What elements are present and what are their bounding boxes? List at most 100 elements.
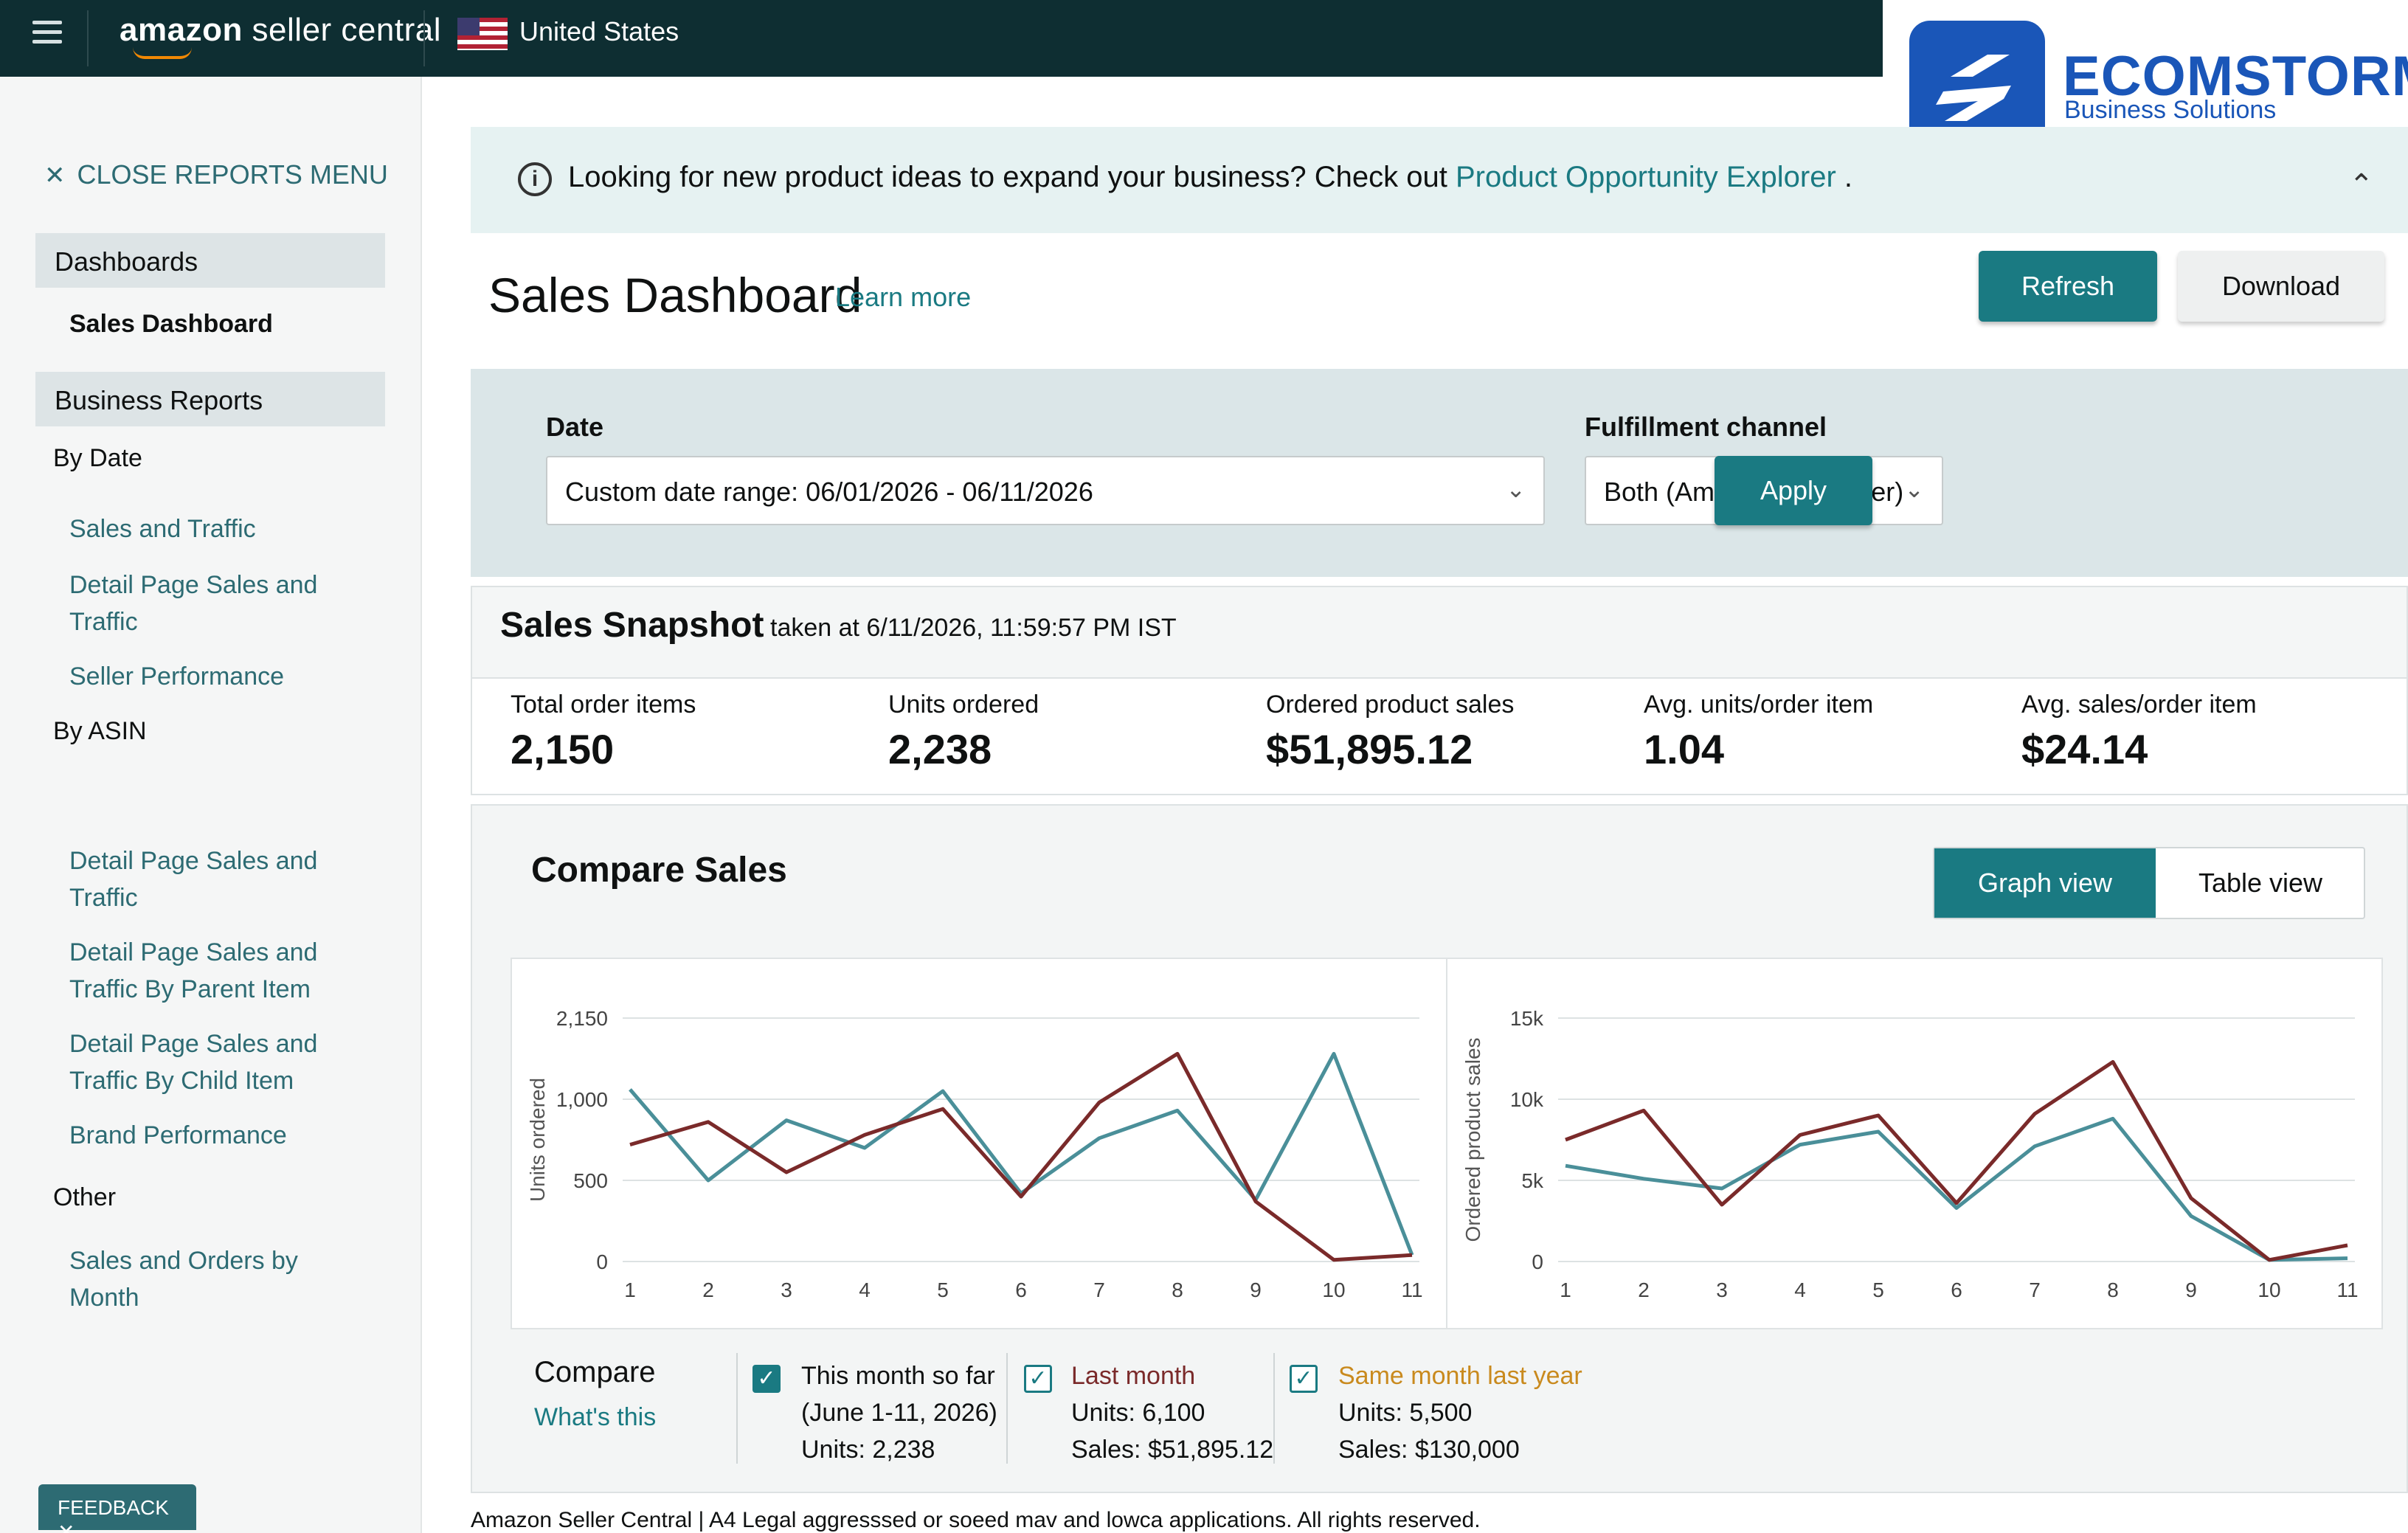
marketplace-selector[interactable]: United States: [519, 16, 679, 46]
sidebar-heading-by-date: By Date: [53, 444, 142, 472]
whats-this-link[interactable]: What's this: [534, 1403, 657, 1431]
y-tick-label: 5k: [1521, 1169, 1544, 1192]
compare-sales-title: Compare Sales: [531, 851, 787, 890]
graph-view-tab[interactable]: Graph view: [1934, 848, 2156, 918]
sidebar-section-business-reports[interactable]: Business Reports: [35, 372, 385, 426]
y-tick-label: 1,000: [556, 1088, 608, 1111]
metric-avg-units-per-order: Avg. units/order item 1.04: [1644, 691, 1874, 772]
footer-text: Amazon Seller Central | A4 Legal aggress…: [471, 1508, 1481, 1532]
download-button[interactable]: Download: [2178, 251, 2384, 322]
sidebar-item-asin-detail-page[interactable]: Detail Page Sales and Traffic: [69, 847, 318, 912]
amazon-smile-icon: [133, 47, 192, 59]
product-opportunity-explorer-link[interactable]: Product Opportunity Explorer: [1455, 161, 1836, 193]
close-icon: ✕: [44, 162, 66, 190]
units-ordered-chart: 0 500 1,000 2,150 1 2 3 4 5 6 7 8 9 10 11 Units ordered: [511, 958, 1447, 1329]
series-line-this-month: [1565, 1116, 2348, 1262]
metric-units-ordered: Units ordered 2,238: [888, 691, 1039, 772]
chevron-down-icon: ⌄: [1506, 476, 1526, 502]
date-range-select[interactable]: Custom date range: 06/01/2026 - 06/11/20…: [546, 456, 1545, 525]
x-tick-label: 3: [1716, 1278, 1728, 1301]
x-tick-label: 10: [1322, 1278, 1345, 1301]
x-tick-label: 6: [1015, 1278, 1027, 1301]
refresh-button[interactable]: Refresh: [1979, 251, 2157, 322]
hamburger-menu-icon[interactable]: [32, 21, 62, 50]
brand-name: ECOMSTORM: [2063, 45, 2408, 108]
legend-this-month: This month so far (June 1-11, 2026) Unit…: [801, 1362, 997, 1464]
learn-more-link[interactable]: Learn more: [835, 282, 972, 312]
sidebar-item-seller-performance[interactable]: Seller Performance: [69, 662, 285, 691]
sidebar-item-sales-and-traffic[interactable]: Sales and Traffic: [69, 515, 256, 543]
x-tick-label: 9: [2185, 1278, 2197, 1301]
sidebar-section-dashboards[interactable]: Dashboards: [35, 233, 385, 288]
chevron-up-icon[interactable]: ⌃: [2349, 169, 2374, 201]
x-tick-label: 4: [1794, 1278, 1806, 1301]
sidebar-item-sales-orders-by-month[interactable]: Sales and Orders by Month: [69, 1247, 298, 1312]
feedback-button[interactable]: FEEDBACK ✕: [38, 1484, 196, 1533]
view-toggle: Graph view Table view: [1933, 847, 2365, 919]
divider: [1006, 1353, 1008, 1464]
snapshot-title: Sales Snapshot: [500, 606, 764, 645]
last-month-checkbox[interactable]: ✓: [1024, 1365, 1052, 1393]
legend-last-month: Last month Units: 6,100 Sales: $51,895.1…: [1071, 1362, 1274, 1464]
info-banner: i Looking for new product ideas to expan…: [471, 127, 2408, 233]
y-axis-label: Ordered product sales: [1461, 1037, 1484, 1242]
divider: [423, 10, 425, 66]
x-tick-label: 8: [1172, 1278, 1183, 1301]
reports-sidebar: ✕ CLOSE REPORTS MENU Dashboards Sales Das…: [0, 77, 422, 1533]
chevron-down-icon: ⌄: [1904, 476, 1924, 502]
x-tick-label: 1: [1560, 1278, 1571, 1301]
x-tick-label: 9: [1250, 1278, 1262, 1301]
y-tick-label: 10k: [1510, 1088, 1544, 1111]
sidebar-item-sales-dashboard[interactable]: Sales Dashboard: [69, 310, 273, 338]
sales-snapshot: Sales Snapshot taken at 6/11/2026, 11:59…: [471, 586, 2408, 795]
sidebar-item-detail-page-sales-traffic[interactable]: Detail Page Sales and Traffic: [69, 571, 318, 636]
y-tick-label: 0: [596, 1250, 608, 1273]
sidebar-item-detail-by-parent[interactable]: Detail Page Sales and Traffic By Parent I…: [69, 938, 318, 1003]
x-tick-label: 1: [624, 1278, 636, 1301]
table-view-tab[interactable]: Table view: [2198, 868, 2323, 898]
x-tick-label: 5: [1872, 1278, 1884, 1301]
sidebar-item-brand-performance[interactable]: Brand Performance: [69, 1121, 287, 1149]
x-tick-label: 2: [702, 1278, 714, 1301]
x-tick-label: 7: [1093, 1278, 1105, 1301]
divider: [736, 1353, 738, 1464]
snapshot-header: Sales Snapshot taken at 6/11/2026, 11:59…: [472, 587, 2407, 679]
divider: [87, 10, 89, 66]
series-line-last-month: [629, 1051, 1413, 1262]
x-tick-label: 11: [1401, 1278, 1422, 1301]
metric-ordered-product-sales: Ordered product sales $51,895.12: [1266, 691, 1515, 772]
close-icon[interactable]: ✕: [58, 1520, 75, 1533]
page-title: Sales Dashboard: [488, 268, 862, 322]
fulfillment-channel-label: Fulfillment channel: [1585, 412, 1827, 442]
sidebar-heading-by-asin: By ASIN: [53, 717, 147, 745]
seller-central-logo[interactable]: amazon seller central: [120, 12, 441, 48]
legend-compare-label: Compare: [534, 1356, 656, 1388]
x-tick-label: 7: [2029, 1278, 2041, 1301]
legend-same-month-last-year: Same month last year Units: 5,500 Sales:…: [1338, 1362, 1582, 1464]
close-reports-menu-button[interactable]: ✕ CLOSE REPORTS MENU: [44, 159, 388, 190]
y-tick-label: 15k: [1510, 1007, 1544, 1030]
x-tick-label: 4: [859, 1278, 871, 1301]
ordered-product-sales-chart-svg: 0 5k 10k 15k 1 2 3 4 5 6 7 8 9 10 11 Ordered product sa…: [1461, 1007, 2359, 1301]
x-tick-label: 11: [2336, 1278, 2358, 1301]
y-tick-label: 0: [1532, 1250, 1543, 1273]
x-tick-label: 5: [937, 1278, 949, 1301]
series-line-this-month: [629, 1051, 1414, 1256]
snapshot-timestamp: taken at 6/11/2026, 11:59:57 PM IST: [770, 614, 1177, 642]
metric-avg-sales-per-order: Avg. sales/order item $24.14: [2021, 691, 2257, 772]
series-line-last-month: [1565, 1059, 2348, 1262]
x-tick-label: 10: [2258, 1278, 2280, 1301]
y-axis-label: Units ordered: [526, 1078, 549, 1202]
divider: [1273, 1353, 1275, 1464]
apply-button[interactable]: Apply: [1715, 456, 1872, 525]
this-month-checkbox[interactable]: ✓: [752, 1365, 781, 1393]
x-tick-label: 2: [1638, 1278, 1650, 1301]
x-tick-label: 8: [2107, 1278, 2119, 1301]
info-icon: i: [518, 162, 552, 196]
same-month-last-year-checkbox[interactable]: ✓: [1290, 1365, 1318, 1393]
banner-text: Looking for new product ideas to expand …: [568, 161, 1853, 193]
ordered-product-sales-chart: 0 5k 10k 15k 1 2 3 4 5 6 7 8 9 10 11 Ordered product sa…: [1446, 958, 2383, 1329]
x-tick-label: 6: [1951, 1278, 1962, 1301]
y-tick-label: 2,150: [556, 1007, 608, 1030]
sidebar-item-detail-by-child[interactable]: Detail Page Sales and Traffic By Child It…: [69, 1030, 318, 1095]
